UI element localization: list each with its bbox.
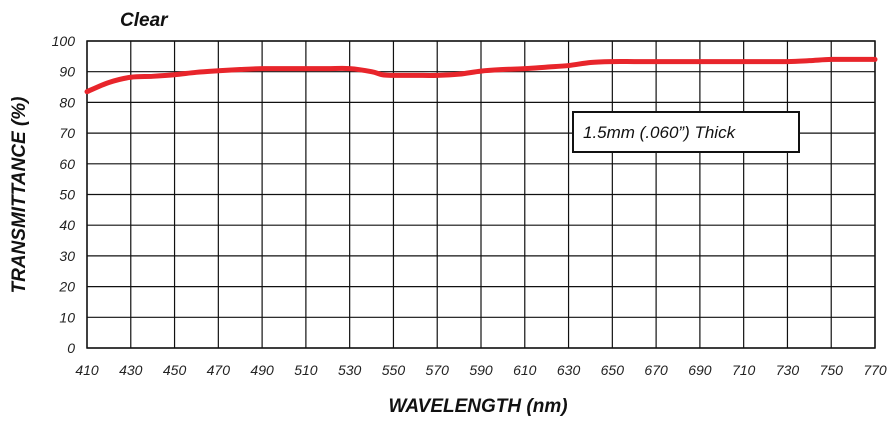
x-tick-label: 470	[207, 362, 231, 378]
plot-frame	[86, 40, 876, 349]
x-tick-label: 770	[863, 362, 887, 378]
x-tick-label: 750	[820, 362, 844, 378]
x-tick-label: 530	[338, 362, 362, 378]
x-tick-label: 570	[426, 362, 450, 378]
y-tick-label: 10	[59, 309, 75, 325]
y-tick-label: 80	[59, 94, 75, 110]
x-tick-label: 710	[732, 362, 756, 378]
chart-title: Clear	[120, 10, 169, 31]
y-tick-label: 0	[67, 340, 75, 356]
x-axis-title: WAVELENGTH (nm)	[388, 396, 567, 417]
x-tick-label: 650	[601, 362, 625, 378]
y-tick-label: 70	[59, 125, 75, 141]
x-tick-label: 730	[776, 362, 800, 378]
x-tick-label: 630	[557, 362, 581, 378]
x-tick-label: 550	[382, 362, 406, 378]
y-tick-label: 20	[58, 279, 75, 295]
x-tick-labels: 410 430 450 470 490 510 530 550 570 590 610 630 650 6…	[75, 362, 887, 378]
grid-layer	[86, 40, 876, 349]
annotation-label: 1.5mm (.060”) Thick	[583, 123, 737, 142]
x-tick-label: 430	[119, 362, 143, 378]
series-layer	[84, 56, 878, 95]
x-tick-label: 690	[688, 362, 712, 378]
x-tick-label: 410	[75, 362, 99, 378]
series-line	[84, 56, 878, 95]
x-tick-label: 670	[644, 362, 668, 378]
x-tick-label: 610	[513, 362, 537, 378]
y-tick-label: 50	[59, 187, 75, 203]
x-tick-label: 590	[469, 362, 493, 378]
annotation-frame	[572, 111, 800, 153]
x-tick-label: 490	[250, 362, 274, 378]
y-tick-labels: 0 10 20 30 40 50 60 70 80 90 100	[52, 33, 76, 356]
annotation-box: 1.5mm (.060”) Thick	[572, 111, 800, 153]
y-axis-title: TRANSMITTANCE (%)	[9, 96, 30, 293]
y-tick-label: 40	[59, 217, 75, 233]
y-tick-label: 60	[59, 156, 75, 172]
y-tick-label: 30	[59, 248, 75, 264]
y-tick-label: 100	[52, 33, 76, 49]
y-tick-label: 90	[59, 64, 75, 80]
x-tick-label: 450	[163, 362, 187, 378]
x-tick-label: 510	[294, 362, 318, 378]
